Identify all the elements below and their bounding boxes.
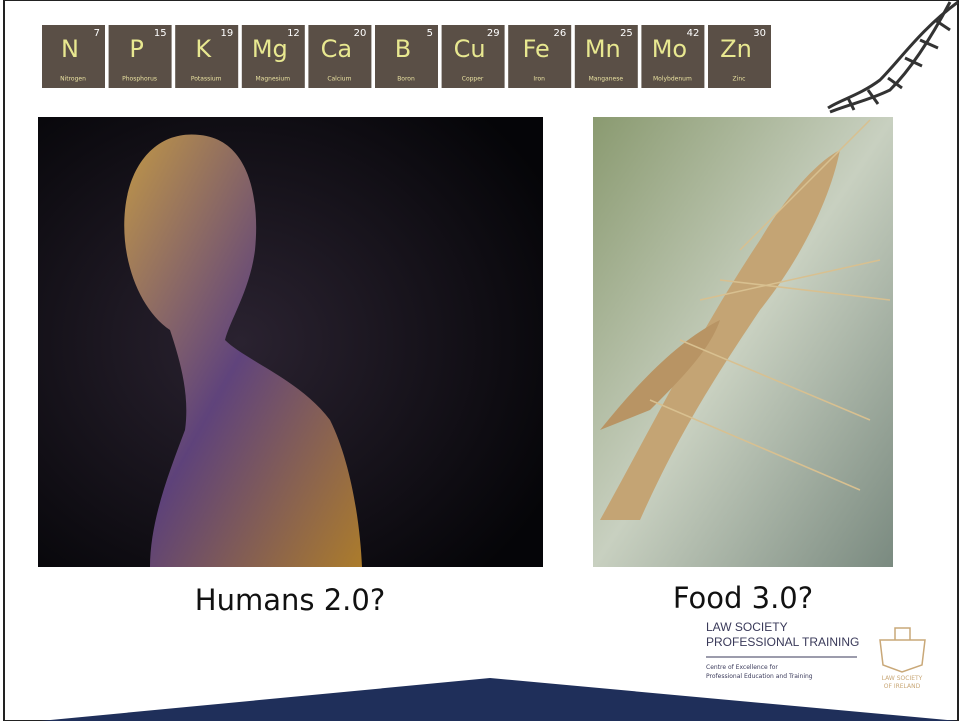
photo-human: [38, 117, 543, 567]
element-name: Calcium: [327, 76, 351, 83]
element-name: Zinc: [733, 76, 746, 83]
element-symbol: Fe: [523, 35, 550, 63]
element-symbol: Cu: [454, 35, 486, 63]
element-number: 25: [620, 28, 633, 39]
element-number: 42: [687, 28, 700, 39]
logo-text: LAW SOCIETY: [706, 620, 788, 634]
crest: [880, 628, 925, 672]
element-name: Boron: [397, 76, 415, 83]
element-name: Copper: [462, 76, 484, 83]
slide: N 7 Nitrogen P 15 Phosphorus K 19 Potassium Mg12 M…: [0, 0, 962, 721]
element-symbol: K: [195, 35, 212, 63]
element-symbol: Mg: [252, 35, 288, 63]
element-number: 29: [487, 28, 500, 39]
element-name: Phosphorus: [122, 76, 157, 83]
logo: LAW SOCIETY PROFESSIONAL TRAINING Centre…: [706, 620, 925, 690]
element-symbol: Ca: [321, 35, 352, 63]
crest-text: OF IRELAND: [884, 683, 921, 690]
caption: Food 3.0?: [673, 581, 813, 615]
page: N 7 Nitrogen P 15 Phosphorus K 19 Potassium Mg12 M…: [0, 0, 962, 721]
element-symbol: Mn: [585, 35, 621, 63]
element-symbol: N: [61, 35, 79, 63]
element-number: 30: [753, 28, 766, 39]
element-symbol: Zn: [720, 35, 752, 63]
logo-text: Professional Education and Training: [706, 673, 813, 680]
element-number: 19: [220, 28, 233, 39]
logo-text: Centre of Excellence for: [706, 664, 778, 671]
dna-graphic: [828, 2, 958, 112]
element-name: Molybdenum: [653, 76, 692, 83]
element-name: Manganese: [589, 76, 624, 83]
element-number: 7: [94, 28, 100, 39]
logo-text: PROFESSIONAL TRAINING: [706, 635, 859, 649]
element-name: Iron: [533, 76, 545, 83]
caption: Humans 2.0?: [195, 583, 385, 617]
element-symbol: Mo: [652, 35, 687, 63]
footer-swoosh: [40, 678, 958, 721]
element-symbol: B: [395, 35, 411, 63]
element-number: 26: [553, 28, 566, 39]
photo-wheat: [593, 117, 893, 567]
element-name: Magnesium: [255, 76, 290, 83]
element-name: Potassium: [191, 76, 222, 83]
crest-text: LAW SOCIETY: [882, 675, 923, 682]
element-number: 12: [287, 28, 300, 39]
element-number: 5: [427, 28, 433, 39]
element-number: 15: [154, 28, 167, 39]
element-number: 20: [354, 28, 367, 39]
element-symbol: P: [129, 35, 143, 63]
element-name: Nitrogen: [60, 76, 86, 83]
